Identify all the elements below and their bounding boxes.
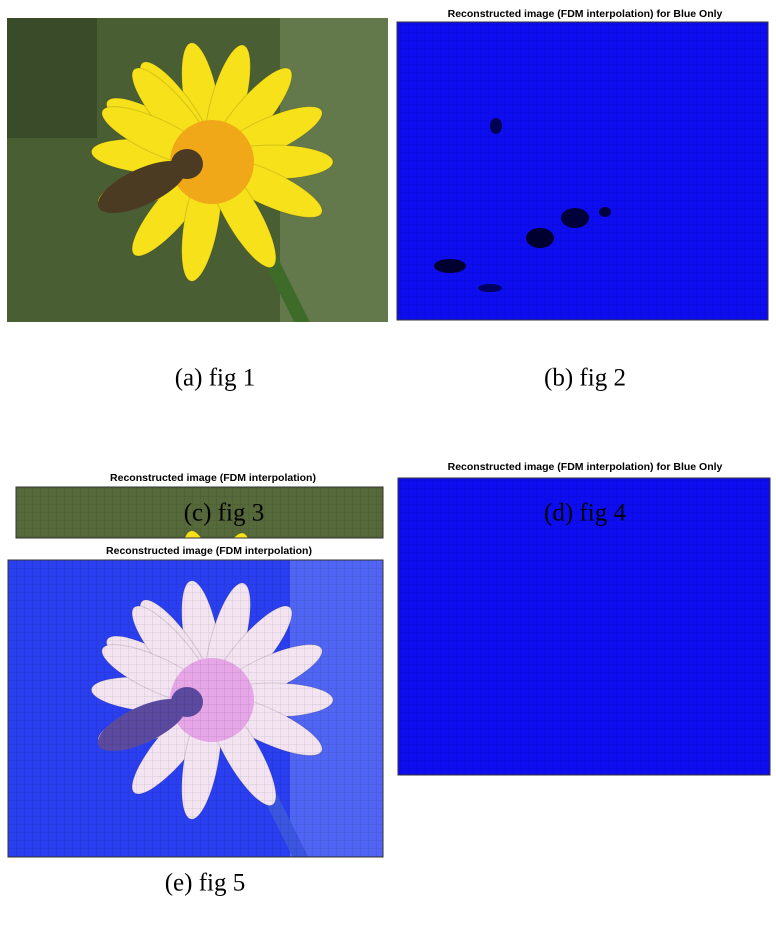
page: (a) fig 1 Reconstructed image (FDM inter… — [0, 0, 776, 933]
caption: (a) fig 1 — [175, 365, 256, 392]
caption: (e) fig 5 — [165, 870, 246, 897]
plot-title: Reconstructed image (FDM interpolation) — [106, 545, 312, 557]
plot-title: Reconstructed image (FDM interpolation) … — [448, 461, 723, 473]
caption: (b) fig 2 — [544, 365, 626, 392]
plot-title: Reconstructed image (FDM interpolation) … — [448, 8, 723, 20]
caption: (c) fig 3 — [184, 500, 265, 527]
insect-head — [171, 149, 203, 179]
image-plot — [397, 22, 768, 320]
plot-title: Reconstructed image (FDM interpolation) — [110, 472, 316, 484]
caption: (d) fig 4 — [544, 500, 626, 527]
photo — [7, 18, 388, 362]
frame — [8, 560, 383, 857]
